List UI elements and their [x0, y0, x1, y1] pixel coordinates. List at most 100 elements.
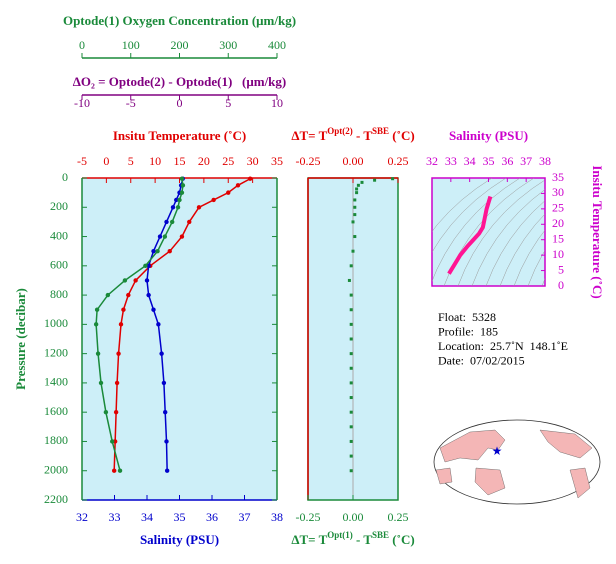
tick-label: 35 [271, 154, 283, 168]
axis-title-part: ΔT= T [291, 128, 327, 143]
delta-point [360, 180, 364, 184]
profile-point [164, 468, 170, 473]
delta-point [355, 191, 359, 195]
axis-title-part: SBE [372, 530, 389, 540]
tick-label: 0.00 [343, 510, 364, 524]
tick-label: 10 [552, 247, 564, 261]
profile-point [174, 197, 179, 203]
profile-point [226, 190, 231, 195]
tick-label: 30 [552, 185, 564, 199]
y-tick-label: 600 [50, 258, 68, 272]
axis-title-part: (˚C) [389, 532, 415, 547]
tick-label: 36 [501, 154, 513, 168]
tick-label: 32 [76, 510, 88, 524]
tick-label: 10 [271, 96, 283, 110]
profile-point [170, 205, 176, 210]
profile-point [164, 439, 169, 444]
tick-label: -5 [126, 96, 136, 110]
tick-label: 37 [520, 154, 532, 168]
delta-point [349, 425, 353, 429]
density-contour [432, 178, 521, 282]
tick-label: 33 [445, 154, 457, 168]
profile-point [122, 278, 128, 283]
axis-title: Salinity (PSU) [140, 532, 219, 547]
profile-point [95, 351, 101, 356]
plot-background [82, 178, 277, 500]
axis-title-part: Opt(1) [327, 530, 353, 540]
profile-point [146, 263, 151, 269]
axis-title-part: - T [353, 128, 373, 143]
delta-point [349, 308, 353, 312]
profile-point [116, 351, 121, 356]
tick-label: 35 [483, 154, 495, 168]
y-tick-label: 200 [50, 199, 68, 213]
profile-point [159, 351, 164, 356]
tick-label: 30 [247, 154, 259, 168]
axis-title-part: (˚C) [389, 128, 415, 143]
delta-point [349, 352, 353, 356]
world-map: ★ [433, 419, 601, 505]
tick-label: 34 [464, 154, 476, 168]
delta-point [373, 178, 377, 182]
tick-label: -0.25 [296, 510, 321, 524]
density-contour [432, 178, 507, 253]
float-location: ★ [492, 444, 503, 458]
profile-point [94, 307, 100, 312]
density-contour [513, 229, 545, 286]
density-contour [527, 249, 545, 286]
profile-point [177, 197, 182, 203]
delta-point [349, 322, 353, 326]
profile-point [114, 380, 120, 386]
tick-label: 5 [225, 96, 231, 110]
profile-point [93, 322, 99, 327]
profile-point [175, 205, 181, 210]
tick-label: 200 [171, 38, 189, 52]
profile-point [146, 292, 151, 298]
profile-point [211, 197, 216, 203]
y-tick-label: 1800 [44, 433, 68, 447]
profile-point [196, 205, 202, 210]
float-info: Float: 5328 [438, 310, 496, 324]
profile-point [155, 248, 160, 254]
delta-point [349, 366, 353, 370]
delta-point [353, 213, 357, 217]
profile-point [156, 322, 161, 327]
profile-point [247, 176, 253, 181]
tick-label: 25 [552, 201, 564, 215]
delta-point [351, 249, 355, 253]
profile-point [162, 234, 168, 239]
profile-point [113, 409, 119, 415]
tick-label: 34 [141, 510, 153, 524]
profile-point [118, 322, 124, 327]
y-tick-label: 400 [50, 228, 68, 242]
delta-point [349, 454, 353, 458]
float-info: Profile: 185 [438, 324, 498, 338]
tick-label: 5 [128, 154, 134, 168]
profile-point [167, 248, 172, 254]
delta-point [356, 183, 360, 187]
profile-point [103, 409, 109, 415]
y-tick-label: 1600 [44, 404, 68, 418]
profile-point [187, 219, 192, 225]
y-tick-label: 2000 [44, 462, 68, 476]
tick-label: 0.00 [343, 154, 364, 168]
profile-point [111, 468, 117, 473]
tick-label: 35 [552, 170, 564, 184]
profile-point [164, 219, 169, 225]
y-axis-title: Pressure (decibar) [13, 288, 28, 390]
tick-label: 32 [426, 154, 438, 168]
delta-point [349, 337, 353, 341]
profile-point [151, 307, 156, 312]
axis-title-part: SBE [372, 126, 389, 136]
delta-point [391, 177, 395, 181]
profile-point [144, 278, 150, 283]
tick-label: 5 [558, 262, 564, 276]
y-tick-label: 0 [62, 170, 68, 184]
profile-point [163, 409, 168, 415]
tick-label: 15 [552, 231, 564, 245]
axis-title: Optode(1) Oxygen Concentration (μm/kg) [63, 13, 296, 28]
profile-point [151, 248, 156, 254]
tick-label: 100 [122, 38, 140, 52]
tick-label: 35 [174, 510, 186, 524]
